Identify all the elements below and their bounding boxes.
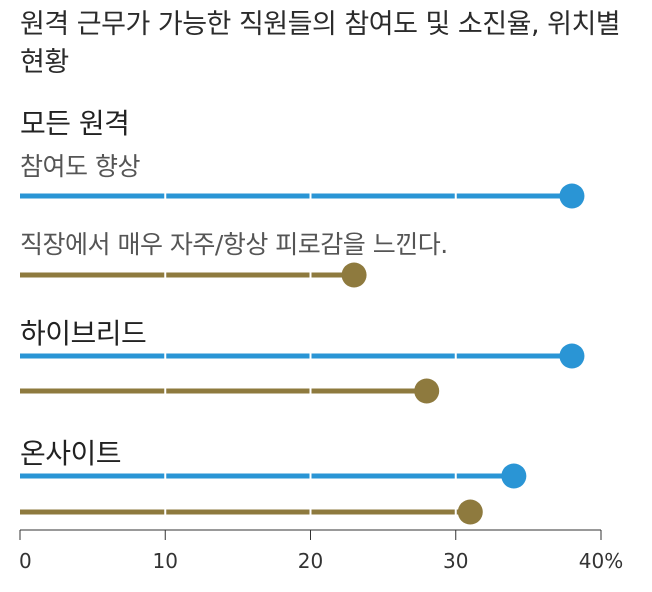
series-label-engagement: 참여도 향상 bbox=[20, 152, 140, 181]
dot-hybrid-burnout bbox=[414, 378, 440, 404]
group-label-hybrid: 하이브리드 bbox=[20, 317, 147, 350]
series-label-burnout: 직장에서 매우 자주/항상 피로감을 느낀다. bbox=[20, 230, 448, 259]
x-tick-label-4: 40% bbox=[579, 549, 623, 573]
x-tick-label-2: 20 bbox=[298, 549, 323, 573]
group-label-all-remote: 모든 원격 bbox=[20, 107, 130, 140]
x-tick-label-3: 30 bbox=[443, 549, 468, 573]
group-label-onsite: 온사이트 bbox=[20, 437, 122, 470]
chart-title: 원격 근무가 가능한 직원들의 참여도 및 소진율, 위치별 현황 bbox=[20, 9, 621, 78]
dot-onsite-engagement bbox=[501, 463, 527, 489]
x-tick-label-1: 10 bbox=[153, 549, 178, 573]
dot-hybrid-engagement bbox=[559, 343, 585, 369]
x-tick-label-0: 0 bbox=[19, 549, 32, 573]
dot-all-remote-burnout bbox=[341, 262, 367, 288]
dot-onsite-burnout bbox=[457, 499, 483, 525]
dot-all-remote-engagement bbox=[559, 183, 585, 209]
